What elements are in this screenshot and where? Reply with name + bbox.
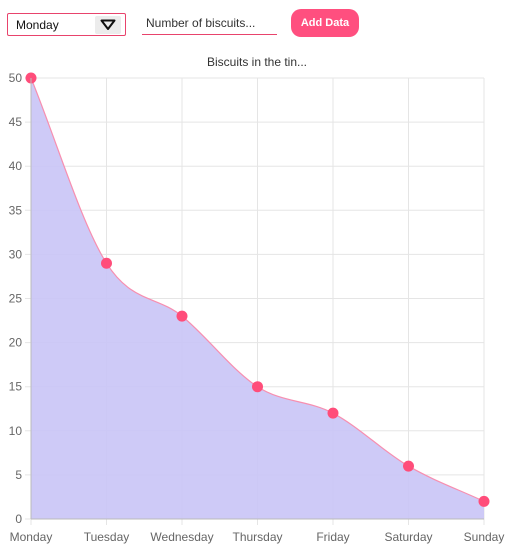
data-point (478, 495, 490, 507)
y-tick-label: 45 (9, 115, 23, 129)
y-tick-label: 25 (9, 292, 23, 306)
data-point (252, 381, 263, 393)
biscuit-count-input[interactable] (142, 11, 277, 35)
y-tick-label: 5 (15, 468, 22, 482)
y-tick-label: 0 (15, 512, 22, 526)
data-point (101, 257, 112, 269)
chart-series (25, 72, 490, 519)
x-tick-label: Friday (316, 530, 349, 544)
day-select[interactable]: Monday (7, 13, 126, 36)
chart-axes: 0 5 10 15 20 25 30 35 40 45 50 Monday Tuesday Wednesd… (9, 71, 505, 544)
y-tick-label: 30 (9, 247, 23, 261)
day-select-value: Monday (16, 18, 59, 32)
y-tick-label: 10 (9, 424, 23, 438)
data-point (403, 460, 414, 472)
data-point (176, 310, 188, 322)
day-select-arrow[interactable] (95, 16, 121, 34)
x-tick-label: Thursday (232, 530, 282, 544)
y-tick-label: 40 (9, 159, 23, 173)
toolbar: Monday Add Data (0, 0, 507, 48)
x-tick-label: Sunday (464, 530, 505, 544)
y-tick-label: 20 (9, 336, 23, 350)
x-tick-label: Saturday (384, 530, 432, 544)
biscuits-area-chart: Biscuits in the tin... 0 5 10 15 20 25 30 35 40 4… (9, 55, 505, 544)
y-tick-label: 15 (9, 380, 23, 394)
triangle-down-icon (100, 19, 116, 30)
x-tick-label: Tuesday (84, 530, 130, 544)
y-tick-label: 35 (9, 203, 23, 217)
chart-title: Biscuits in the tin... (207, 55, 307, 69)
add-data-button[interactable]: Add Data (291, 9, 359, 37)
data-point (327, 407, 339, 419)
series-area (31, 78, 484, 519)
y-tick-label: 50 (9, 71, 23, 85)
x-tick-label: Wednesday (150, 530, 213, 544)
x-tick-label: Monday (10, 530, 53, 544)
